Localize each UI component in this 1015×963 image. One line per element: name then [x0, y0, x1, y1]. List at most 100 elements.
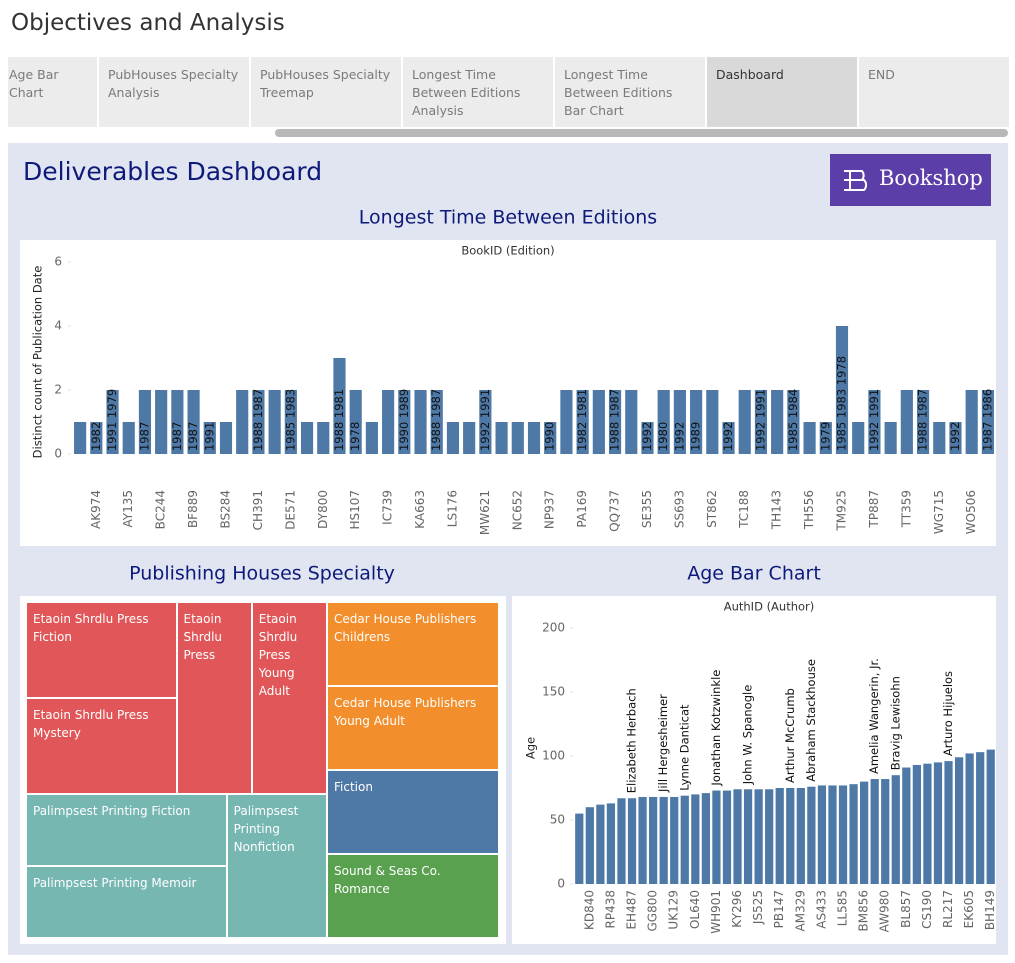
x-tick-label: AM329	[793, 890, 807, 931]
logo: Bookshop	[830, 154, 991, 206]
bar-label: 1991 1979	[105, 389, 119, 451]
x-tick-label: UK129	[667, 890, 681, 930]
x-tick-label: JS525	[751, 890, 765, 925]
bar	[625, 390, 638, 454]
bar	[733, 789, 742, 884]
treemap-cell: Palimpsest Printing Fiction	[26, 794, 227, 866]
bar	[754, 789, 763, 884]
bar	[106, 390, 119, 454]
tab[interactable]: PubHouses Specialty Analysis	[99, 57, 249, 127]
bar-label: John W. Spanogle	[741, 685, 755, 786]
bar-label: 1991	[202, 422, 216, 451]
bar	[576, 390, 589, 454]
x-tick-label: BS284	[219, 490, 233, 529]
bar	[659, 796, 668, 884]
tab[interactable]: PubHouses Specialty Treemap	[251, 57, 401, 127]
x-tick-label: GG800	[646, 890, 660, 932]
tab[interactable]: Longest Time Between Editions Bar Chart	[555, 57, 705, 127]
x-tick-label: EH487	[625, 890, 639, 930]
bar	[414, 390, 427, 454]
chart-subtitle: AuthID (Author)	[724, 600, 815, 614]
x-tick-label: WH901	[709, 890, 723, 934]
treemap-cell: Sound & Seas Co. Romance	[327, 854, 499, 938]
bar-label: Arthur McCrumb	[783, 688, 797, 783]
x-tick-label: BH149	[983, 890, 997, 930]
bar	[986, 749, 995, 884]
treemap-cell: Etaoin Shrdlu Press	[176, 602, 252, 794]
bar	[981, 390, 994, 454]
bar-label: Arturo Hijuelos	[941, 671, 955, 756]
bar	[771, 390, 784, 454]
tab[interactable]: Age Bar Chart	[8, 57, 97, 127]
bar-label: 1989	[689, 422, 703, 451]
bar	[881, 779, 890, 884]
bar	[333, 358, 346, 454]
bar-label: Lynne Danticat	[677, 704, 691, 791]
bar	[219, 422, 233, 454]
bar	[803, 422, 816, 454]
x-tick-label: RL217	[941, 890, 955, 928]
bar	[138, 390, 152, 454]
bar-label: 1988 1987	[608, 389, 622, 451]
bar	[807, 786, 816, 884]
y-tick-label: 0	[557, 877, 565, 891]
bar	[849, 784, 858, 884]
bar	[852, 422, 865, 454]
chart-title: Age Bar Chart	[687, 563, 821, 585]
x-tick-label: KD840	[582, 890, 596, 930]
x-tick-label: BM856	[857, 890, 871, 932]
bar-label: 1992	[948, 422, 962, 451]
bar	[90, 422, 103, 454]
bar	[560, 390, 573, 454]
bar	[680, 795, 689, 884]
y-tick-label: 0	[54, 447, 62, 461]
bar	[870, 779, 879, 884]
bar	[236, 390, 249, 454]
tab[interactable]: Longest Time Between Editions Analysis	[403, 57, 553, 127]
bar	[171, 390, 184, 454]
bar-label: 1987	[186, 422, 200, 451]
bar-label: 1992	[672, 422, 686, 451]
x-tick-label: HS107	[348, 490, 362, 530]
bar	[268, 390, 281, 454]
bar-label: 1990	[543, 422, 557, 451]
bar	[701, 793, 710, 884]
bar	[349, 390, 362, 454]
y-axis-label: Distinct count of Publication Date	[31, 266, 45, 459]
x-tick-label: WO506	[964, 490, 978, 534]
bar	[203, 422, 216, 454]
bar-label: Bravig Lewisohn	[888, 676, 902, 770]
bar	[944, 761, 953, 884]
bar	[122, 422, 135, 454]
bar	[787, 390, 800, 454]
x-tick-label: KA663	[413, 490, 427, 529]
x-tick-label: ST862	[705, 490, 719, 528]
x-tick-label: PB147	[772, 890, 786, 928]
x-tick-label: TH143	[770, 490, 784, 530]
bar	[365, 422, 378, 454]
x-tick-label: LS176	[445, 490, 459, 527]
bar	[900, 390, 913, 454]
x-tick-label: TH556	[802, 490, 816, 530]
bar	[627, 798, 637, 884]
bar	[608, 390, 622, 454]
tab[interactable]: Dashboard	[707, 57, 857, 127]
y-axis-label: Age	[524, 737, 538, 759]
bar	[976, 752, 985, 884]
bar	[817, 785, 827, 884]
bar-label: Jonathan Kotzwinkle	[709, 670, 723, 787]
bar	[641, 422, 654, 454]
bar	[923, 763, 932, 884]
bar	[933, 422, 946, 454]
bar-label: 1988 1987	[429, 389, 443, 451]
x-tick-label: TC188	[737, 490, 751, 529]
x-tick-label: SS693	[672, 490, 686, 528]
bar-label: 1992 1991	[478, 389, 492, 451]
bar	[884, 422, 897, 454]
x-tick-label: DE571	[283, 490, 297, 530]
scrollbar[interactable]	[275, 129, 1008, 137]
bar	[544, 422, 557, 454]
bar	[754, 390, 768, 454]
tab[interactable]: END	[859, 57, 1009, 127]
bar-label: 1982 1981	[575, 389, 589, 451]
